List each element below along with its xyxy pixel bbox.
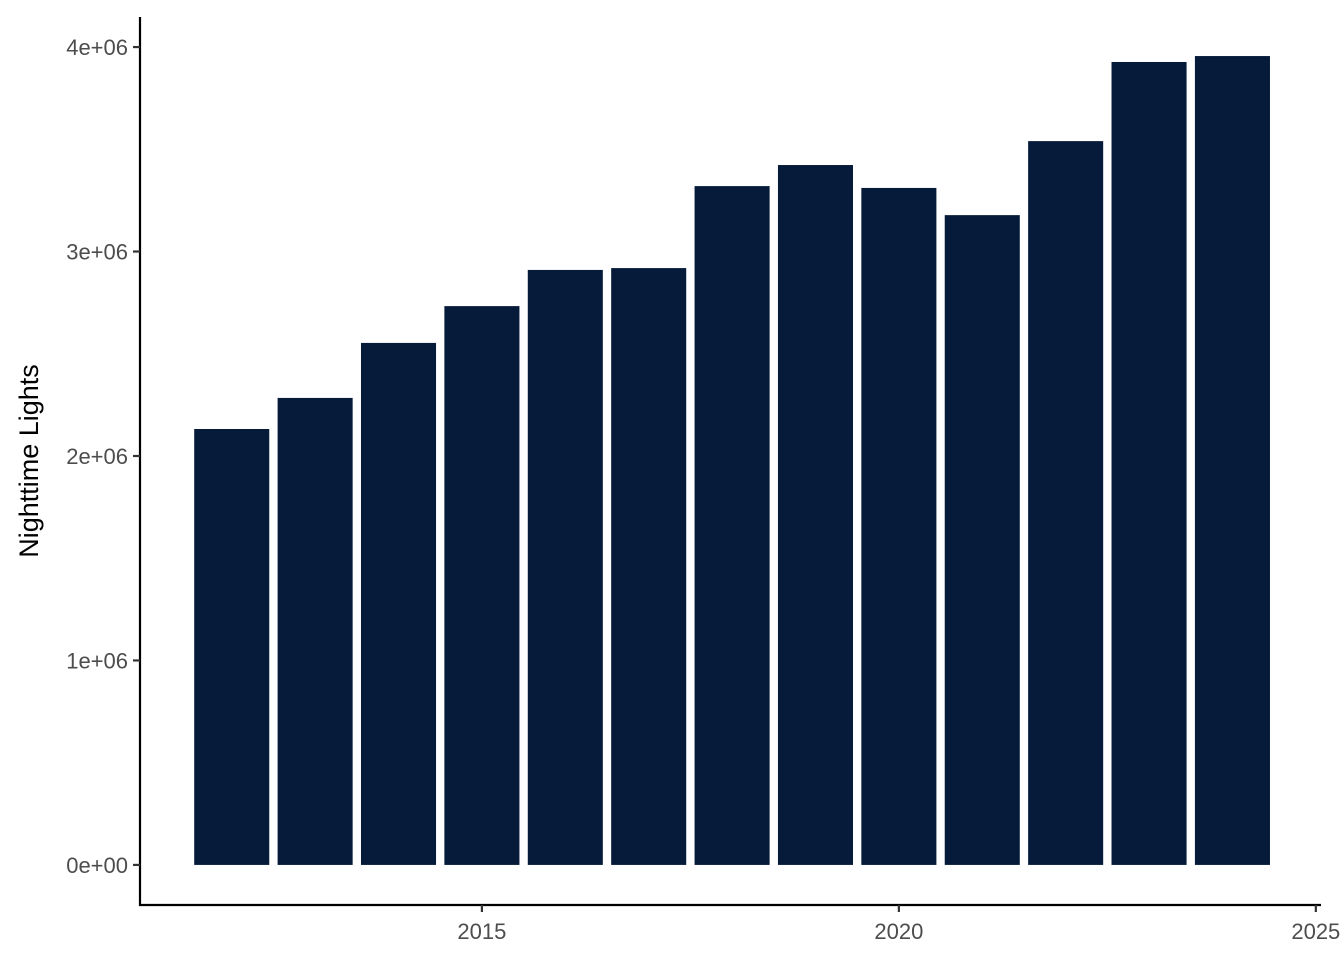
bar (1111, 61, 1187, 865)
bar (1194, 56, 1270, 865)
bar (1028, 141, 1104, 865)
bar (277, 397, 353, 865)
bar (194, 429, 270, 865)
bar (694, 186, 770, 865)
y-tick-label: 2e+06 (66, 444, 128, 469)
y-axis-label: Nighttime Lights (14, 364, 44, 558)
y-tick-label: 4e+06 (66, 35, 128, 60)
bar (444, 306, 520, 865)
y-tick-label: 1e+06 (66, 648, 128, 673)
bar (777, 165, 854, 865)
bar (944, 215, 1020, 865)
x-tick-label: 2025 (1291, 919, 1340, 944)
x-tick-label: 2020 (874, 919, 923, 944)
bar (527, 269, 603, 865)
y-tick-label: 3e+06 (66, 240, 128, 265)
x-tick-label: 2015 (457, 919, 506, 944)
bar (611, 268, 687, 865)
y-tick-label: 0e+00 (66, 853, 128, 878)
bar (360, 342, 437, 865)
bar (861, 187, 937, 865)
